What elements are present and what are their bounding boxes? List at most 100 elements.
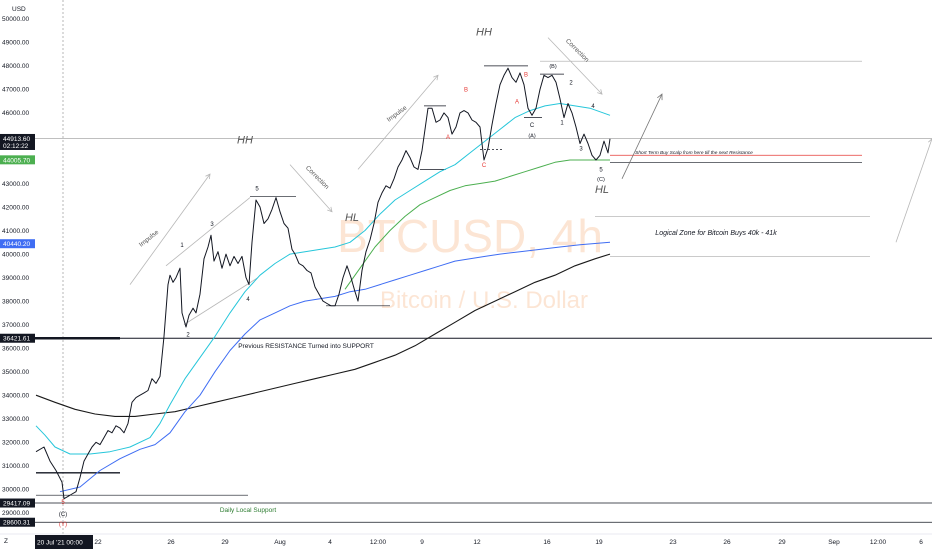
series-ma-black <box>35 253 611 417</box>
time-tick-10: 19 <box>595 539 603 546</box>
annotation-27: (B) <box>549 64 557 70</box>
time-tick-2: 26 <box>167 539 175 546</box>
currency-label: USD <box>12 6 26 13</box>
annotation-1: HH <box>476 26 492 38</box>
series-ma-cyan <box>35 103 611 455</box>
guide-line-2 <box>357 75 439 170</box>
annotation-25: C <box>530 123 535 129</box>
watermark-symbol: BTCUSD, 4h <box>337 210 603 262</box>
annotation-0: HH <box>237 134 253 146</box>
price-badge-bg-2 <box>0 239 35 249</box>
price-badge-1: 44005.70 <box>3 157 30 164</box>
watermark-description: Bitcoin / U.S. Dollar <box>380 287 588 314</box>
annotation-18: (C) <box>59 512 67 518</box>
channel-line-0 <box>165 197 251 267</box>
price-badge-5: 28600.31 <box>3 520 30 527</box>
annotation-12: 1 <box>180 243 184 249</box>
annotation-14: 3 <box>210 222 214 228</box>
annotation-15: 4 <box>246 297 250 303</box>
annotation-28: 1 <box>560 121 564 127</box>
target-arrow-line-0 <box>621 93 663 179</box>
scale-mode-label[interactable]: Z <box>4 538 8 545</box>
guide-line-1 <box>289 164 333 212</box>
annotation-23: A <box>515 100 519 106</box>
price-tick-13: 42000.00 <box>2 204 29 211</box>
price-tick-11: 40000.00 <box>2 251 29 258</box>
annotation-19: (Y) <box>59 522 67 528</box>
price-badge-bg-5 <box>0 517 35 527</box>
time-tick-0: 22 <box>94 539 102 546</box>
annotation-17: 5 <box>61 500 65 506</box>
guide-arrowhead-3 <box>597 89 603 95</box>
annotation-13: 2 <box>186 332 190 338</box>
time-tick-3: 29 <box>221 539 229 546</box>
price-badge-0: 44913.60 <box>3 136 30 143</box>
annotation-20: A <box>446 135 450 141</box>
price-tick-2: 31000.00 <box>2 463 29 470</box>
price-tick-7: 36000.00 <box>2 345 29 352</box>
time-tick-11: 23 <box>669 539 677 546</box>
annotation-2: HL <box>345 212 359 224</box>
target-arrowhead-0 <box>657 93 663 101</box>
time-axis[interactable]: Z 20 Jul '21 00:00 22 26 29 Aug 4 12:00 9 12 16 1… <box>0 533 932 549</box>
annotation-30: 3 <box>579 147 583 153</box>
price-tick-14: 43000.00 <box>2 181 29 188</box>
guide-arrowhead-0 <box>205 173 211 180</box>
price-tick-4: 33000.00 <box>2 416 29 423</box>
price-badge-bg-4 <box>0 498 35 508</box>
annotation-26: (A) <box>528 134 536 140</box>
time-tick-16: 6 <box>919 539 923 546</box>
price-tick-17: 46000.00 <box>2 110 29 117</box>
time-tick-15: 12:00 <box>870 539 887 546</box>
price-badge-2: 40440.20 <box>3 241 30 248</box>
time-tick-12: 26 <box>723 539 731 546</box>
annotation-21: B <box>464 88 468 94</box>
price-tick-10: 39000.00 <box>2 275 29 282</box>
price-badge-4: 29417.09 <box>3 501 30 508</box>
price-tick-6: 35000.00 <box>2 369 29 376</box>
time-tick-4: Aug <box>274 539 286 546</box>
time-tick-13: 29 <box>778 539 786 546</box>
price-badge-countdown-0: 02:12:22 <box>3 143 29 150</box>
annotation-31: 4 <box>591 104 595 110</box>
price-tick-5: 34000.00 <box>2 393 29 400</box>
trend-lines <box>165 197 259 325</box>
time-tick-9: 16 <box>543 539 551 546</box>
price-tick-1: 30000.00 <box>2 487 29 494</box>
price-tick-19: 48000.00 <box>2 63 29 70</box>
series-ma-green <box>344 159 610 290</box>
annotation-11: Logical Zone for Bitcoin Buys 40k - 41k <box>655 230 777 237</box>
guide-arrowhead-4 <box>928 138 932 143</box>
direction-guides <box>129 37 932 285</box>
series-ma-blue <box>59 241 611 493</box>
annotation-8: Previous RESISTANCE Turned into SUPPORT <box>238 343 374 350</box>
price-tick-8: 37000.00 <box>2 322 29 329</box>
annotation-29: 2 <box>569 81 573 87</box>
guide-line-0 <box>129 173 211 285</box>
time-tick-8: 12 <box>473 539 481 546</box>
guide-arrowhead-1 <box>327 206 333 213</box>
annotation-3: HL <box>595 184 609 196</box>
guide-line-4 <box>895 138 932 243</box>
time-tick-5: 4 <box>328 539 332 546</box>
annotation-32: 5 <box>599 168 603 174</box>
time-tick-14: Sep <box>828 539 840 546</box>
price-badge-bg-3 <box>0 333 35 343</box>
symbol-watermark: BTCUSD, 4h Bitcoin / U.S. Dollar <box>337 210 603 314</box>
date-badge-bg <box>35 535 93 549</box>
annotation-33: (C) <box>597 177 605 183</box>
annotation-24: B <box>524 72 528 78</box>
price-tick-21: 50000.00 <box>2 16 29 23</box>
price-axis[interactable]: USD 29000.00 30000.00 31000.00 32000.00 3300… <box>2 6 29 517</box>
price-tick-3: 32000.00 <box>2 440 29 447</box>
series-price <box>35 67 611 500</box>
channel-line-1 <box>183 277 259 325</box>
series-lines <box>35 67 611 500</box>
price-tick-20: 49000.00 <box>2 40 29 47</box>
price-tick-0: 29000.00 <box>2 510 29 517</box>
annotation-16: 5 <box>255 187 259 193</box>
date-badge: 20 Jul '21 00:00 <box>37 540 83 547</box>
